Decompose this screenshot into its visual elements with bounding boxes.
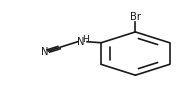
- Text: N: N: [77, 37, 85, 47]
- Text: N: N: [41, 47, 49, 57]
- Text: Br: Br: [130, 12, 141, 22]
- Text: H: H: [82, 35, 89, 44]
